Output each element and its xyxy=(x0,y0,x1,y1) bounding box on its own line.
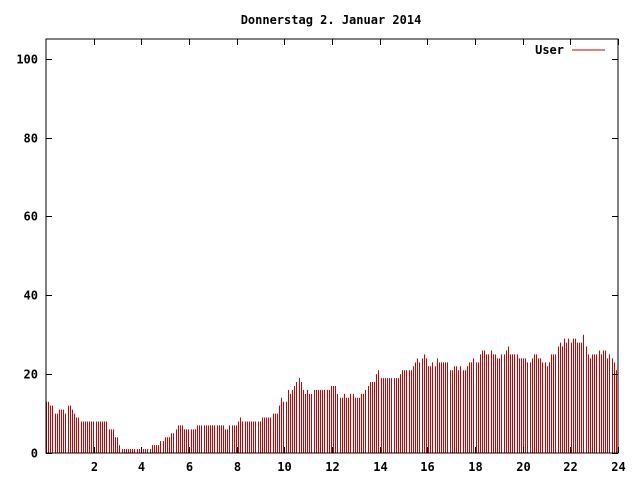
x-tick-label: 4 xyxy=(138,460,145,474)
y-tick-label: 20 xyxy=(24,368,38,382)
x-tick-label: 18 xyxy=(468,460,482,474)
y-tick-label: 80 xyxy=(24,132,38,146)
legend: User xyxy=(535,43,605,57)
bars xyxy=(46,334,617,453)
x-tick-label: 12 xyxy=(325,460,339,474)
chart-title: Donnerstag 2. Januar 2014 xyxy=(241,13,422,27)
x-tick-label: 24 xyxy=(611,460,625,474)
x-tick-label: 20 xyxy=(516,460,530,474)
x-tick-label: 14 xyxy=(373,460,387,474)
x-tick-label: 10 xyxy=(277,460,291,474)
x-tick-label: 2 xyxy=(91,460,98,474)
x-tick-label: 6 xyxy=(186,460,193,474)
x-tick-label: 8 xyxy=(234,460,241,474)
y-tick-label: 60 xyxy=(24,210,38,224)
legend-label: User xyxy=(535,43,564,57)
x-tick-label: 16 xyxy=(420,460,434,474)
y-tick-label: 40 xyxy=(24,289,38,303)
y-tick-label: 100 xyxy=(16,53,38,67)
y-tick-label: 0 xyxy=(31,447,38,461)
plot-frame xyxy=(45,38,619,454)
x-tick-label: 22 xyxy=(563,460,577,474)
